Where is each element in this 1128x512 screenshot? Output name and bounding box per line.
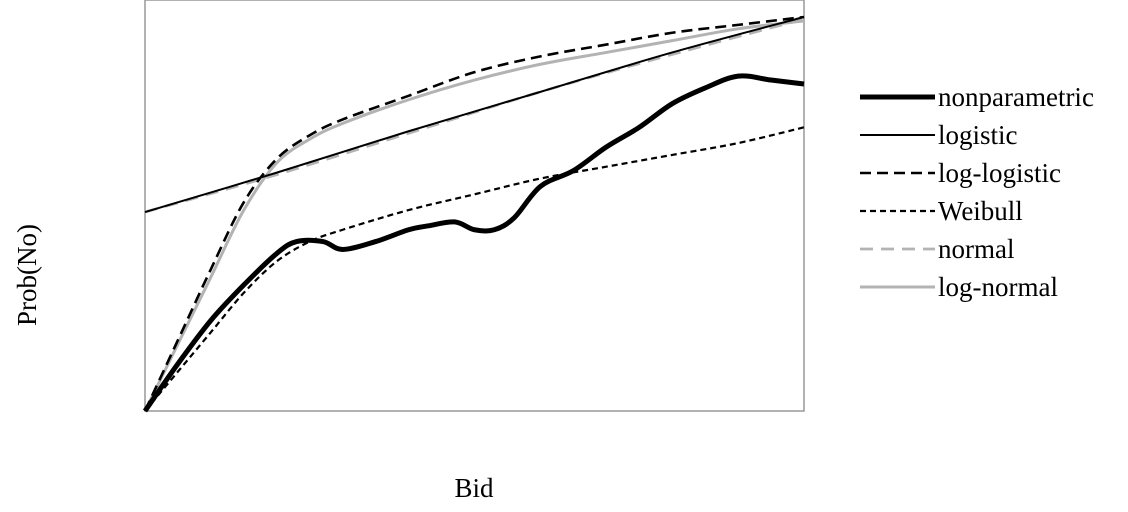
legend-label-log-logistic: log-logistic [938, 158, 1061, 188]
series-line-logistic [144, 16, 805, 213]
x-axis-label: Bid [454, 473, 494, 503]
series-line-weibull [144, 126, 805, 412]
legend-label-log-normal: log-normal [938, 272, 1058, 302]
legend-label-normal: normal [938, 234, 1014, 264]
series-line-nonparametric [142, 73, 805, 413]
plot-area-frame [144, 0, 805, 412]
legend-label-logistic: logistic [938, 120, 1018, 150]
y-axis-label: Prob(No) [12, 224, 42, 326]
legend-label-weibull: Weibull [938, 196, 1023, 226]
legend: nonparametric logistic log-logistic Weibull… [860, 82, 1094, 302]
legend-label-nonparametric: nonparametric [938, 82, 1094, 112]
series-line-log-logistic [143, 15, 805, 412]
series-layer [142, 15, 805, 413]
series-line-log-normal [143, 19, 805, 412]
